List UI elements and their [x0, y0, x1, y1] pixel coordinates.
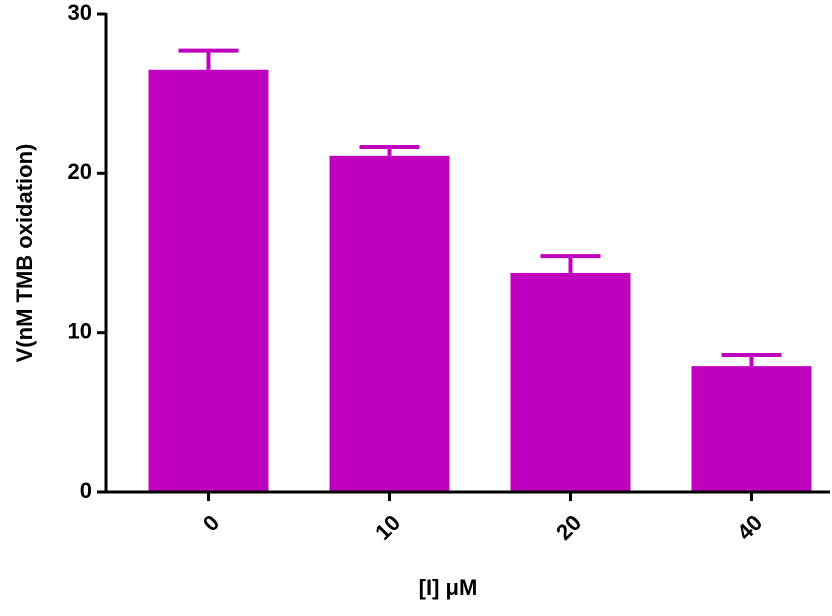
- error-bar: [721, 352, 782, 367]
- bar: [691, 366, 812, 492]
- x-tick-label: 20: [551, 510, 586, 545]
- y-axis-label: V(nM TMB oxidation): [12, 144, 37, 363]
- bar: [510, 272, 631, 492]
- y-tick-label: 0: [80, 478, 92, 503]
- x-tick-label: 40: [732, 510, 767, 545]
- y-tick-label: 20: [68, 159, 92, 184]
- bar: [329, 155, 450, 492]
- x-axis-label: [I] μM: [419, 575, 478, 600]
- bar: [148, 69, 269, 493]
- error-bar: [178, 48, 239, 70]
- x-tick-label: 10: [370, 510, 405, 545]
- y-tick-label: 10: [68, 318, 92, 343]
- x-tick-label: 0: [198, 510, 224, 536]
- error-bar: [359, 145, 420, 156]
- y-tick-label: 30: [68, 0, 92, 25]
- error-bar: [540, 254, 601, 273]
